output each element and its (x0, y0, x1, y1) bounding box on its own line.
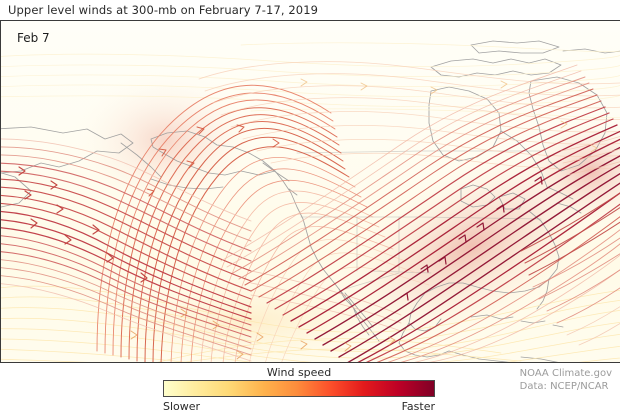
colorbar-high-label: Faster (401, 400, 435, 413)
attribution-line-1: NOAA Climate.gov (519, 368, 612, 379)
attribution-line-2: Data: NCEP/NCAR (519, 381, 609, 392)
map-streamline-canvas (1, 21, 620, 362)
colorbar-title: Wind speed (266, 366, 332, 379)
streamlines-alaska-ridge (96, 61, 620, 362)
colorbar-gradient (163, 380, 435, 397)
streamline-arrowheads (18, 78, 598, 360)
coastlines (1, 40, 620, 362)
page-title: Upper level winds at 300-mb on February … (8, 3, 319, 17)
streamlines-atlantic (520, 136, 620, 346)
attribution: NOAA Climate.gov Data: NCEP/NCAR (520, 367, 612, 393)
frame-date-label: Feb 7 (17, 31, 50, 45)
streamlines-subtropical-jet (220, 64, 620, 362)
streamlines-pacific-jet (1, 138, 402, 362)
colorbar-low-label: Slower (163, 400, 201, 413)
map-panel: Feb 7 (0, 20, 620, 363)
